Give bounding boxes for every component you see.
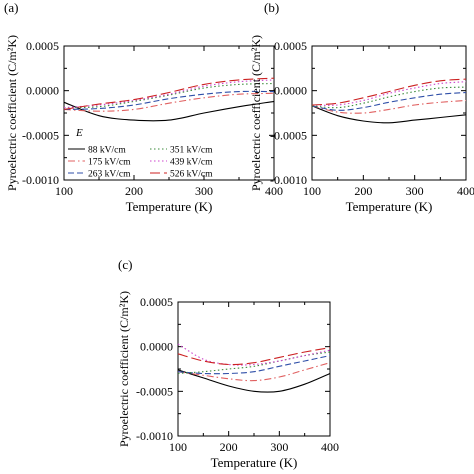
- legend-entry: 439 kV/cm: [170, 158, 213, 168]
- x-tick-label: 200: [220, 440, 238, 454]
- y-axis-label: Pyroelectric coefficient (C/m²K): [117, 291, 131, 447]
- x-axis-label: Temperature (K): [126, 199, 213, 214]
- y-tick-label: 0.0005: [140, 295, 173, 309]
- series-line-526-kv-cm: [63, 77, 275, 110]
- series-line-175-kv-cm: [177, 362, 331, 382]
- y-axis-label: Pyroelectric coefficient (C/m²K): [249, 35, 263, 191]
- series-line-88-kv-cm: [177, 369, 331, 393]
- y-tick-label: 0.0000: [140, 340, 173, 354]
- x-tick-label: 300: [270, 440, 288, 454]
- legend-entry: 351 kV/cm: [170, 146, 213, 156]
- plot-frame: [311, 45, 467, 181]
- x-tick-label: 100: [303, 184, 321, 198]
- series-line-88-kv-cm: [63, 100, 275, 122]
- x-axis-label: Temperature (K): [211, 455, 298, 470]
- legend-title: E: [75, 127, 83, 139]
- x-tick-label: 400: [321, 440, 339, 454]
- y-tick-label: 0.0005: [274, 39, 307, 53]
- legend-entry: 526 kV/cm: [170, 170, 213, 180]
- y-tick-label: -0.0005: [136, 384, 173, 398]
- series-line-439-kv-cm: [177, 343, 331, 366]
- x-tick-label: 200: [125, 184, 143, 198]
- y-tick-label: -0.0005: [22, 128, 59, 142]
- series-line-263-kv-cm: [177, 355, 331, 375]
- panel-label: (a): [4, 0, 18, 15]
- x-tick-label: 400: [265, 184, 283, 198]
- series-line-175-kv-cm: [63, 92, 275, 112]
- panel-label: (c): [118, 257, 132, 272]
- y-tick-label: -0.0010: [136, 429, 173, 443]
- y-tick-label: 0.0000: [26, 84, 59, 98]
- legend-entry: 263 kV/cm: [88, 170, 131, 180]
- x-tick-label: 300: [195, 184, 213, 198]
- x-tick-label: 100: [169, 440, 187, 454]
- y-tick-label: -0.0010: [270, 173, 307, 187]
- legend-entry: 175 kV/cm: [88, 158, 131, 168]
- series-line-88-kv-cm: [311, 105, 467, 124]
- y-tick-label: 0.0005: [26, 39, 59, 53]
- legend-entry: 88 kV/cm: [88, 146, 126, 156]
- y-tick-label: -0.0005: [270, 128, 307, 142]
- y-tick-label: 0.0000: [274, 84, 307, 98]
- x-axis-label: Temperature (K): [346, 199, 433, 214]
- series-line-263-kv-cm: [311, 91, 467, 111]
- series-line-351-kv-cm: [311, 86, 467, 109]
- y-axis-label: Pyroelectric coefficient (C/m²K): [5, 35, 19, 191]
- series-line-263-kv-cm: [63, 90, 275, 110]
- series-line-526-kv-cm: [177, 347, 331, 366]
- legend: E 88 kV/cm 175 kV/cm 263 kV/cm 351 kV/cm 439 …: [68, 127, 213, 180]
- series-line-526-kv-cm: [311, 78, 467, 106]
- panel-label: (b): [264, 0, 279, 15]
- series-line-439-kv-cm: [63, 79, 275, 109]
- x-tick-label: 400: [457, 184, 474, 198]
- x-tick-label: 200: [354, 184, 372, 198]
- x-tick-label: 300: [406, 184, 424, 198]
- x-tick-label: 100: [55, 184, 73, 198]
- series-line-175-kv-cm: [311, 99, 467, 114]
- series-line-351-kv-cm: [63, 82, 275, 109]
- y-tick-label: -0.0010: [22, 173, 59, 187]
